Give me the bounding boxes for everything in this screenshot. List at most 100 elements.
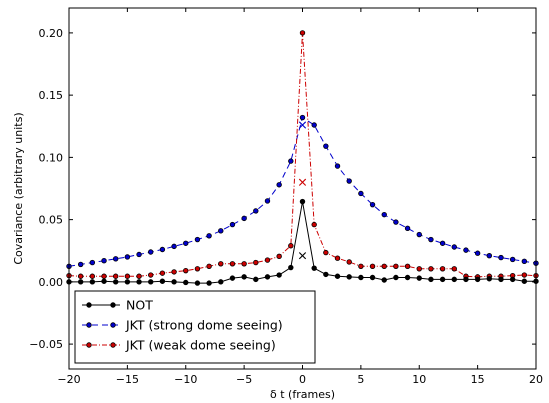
data-point <box>369 263 376 269</box>
series-jkt-strong-dome-seeing <box>66 114 539 269</box>
cross-stroke <box>298 121 307 129</box>
legend-frame <box>74 290 316 364</box>
data-point <box>101 278 107 284</box>
legend-item-jkt-weak-dome-seeing: JKT (weak dome seeing) <box>82 338 276 353</box>
data-point <box>183 279 189 286</box>
data-point <box>206 280 212 286</box>
data-point <box>428 276 434 283</box>
data-point <box>299 30 306 36</box>
data-point <box>393 263 399 269</box>
y-axis-label: Covariance (arbitrary units) <box>12 112 25 264</box>
y-tick-label: 0.10 <box>39 151 64 164</box>
data-point <box>77 261 84 268</box>
legend-swatch-marker <box>86 302 92 308</box>
x-tick-label: 5 <box>357 373 364 386</box>
data-point <box>229 221 236 228</box>
data-point <box>288 264 294 271</box>
data-point <box>311 221 317 228</box>
data-point <box>218 261 224 267</box>
y-tick-label: 0.00 <box>39 276 64 289</box>
data-point <box>206 233 212 239</box>
x-tick-label: −10 <box>174 373 197 386</box>
data-point <box>334 273 341 279</box>
cross-stroke <box>298 178 307 186</box>
y-tick-label: 0.05 <box>39 214 64 227</box>
data-point <box>474 276 481 283</box>
data-point <box>381 211 387 218</box>
series-not <box>66 198 539 286</box>
data-point <box>218 228 224 234</box>
series-jkt-weak-dome-seeing <box>66 30 539 280</box>
legend-label: NOT <box>126 298 153 313</box>
data-point <box>89 273 96 279</box>
data-point <box>136 279 142 285</box>
data-point <box>183 267 189 274</box>
data-point <box>77 279 84 285</box>
data-point <box>323 249 329 256</box>
data-point <box>393 219 399 225</box>
data-point <box>451 266 457 272</box>
data-point <box>428 266 434 272</box>
data-point <box>416 266 422 272</box>
data-point <box>264 274 271 280</box>
legend-swatch-marker <box>86 342 92 348</box>
data-point <box>299 114 306 121</box>
data-point <box>439 266 446 272</box>
data-point <box>112 273 119 279</box>
data-point <box>346 178 352 184</box>
data-point <box>521 278 528 284</box>
data-point <box>439 240 446 246</box>
data-point <box>323 143 329 149</box>
data-point <box>346 274 352 280</box>
x-tick-label: −20 <box>57 373 80 386</box>
data-point <box>369 201 376 208</box>
data-point <box>264 257 271 263</box>
legend-swatch-marker <box>110 302 116 308</box>
data-point <box>404 274 411 281</box>
x-tick-label: 10 <box>412 373 426 386</box>
x-tick-label: −5 <box>236 373 252 386</box>
data-point <box>171 279 177 285</box>
data-point <box>439 276 446 283</box>
cross-marker-not <box>298 252 307 260</box>
data-point <box>311 122 317 128</box>
data-point <box>474 250 481 256</box>
data-point <box>509 276 516 283</box>
data-point <box>381 277 387 283</box>
data-point <box>206 263 212 269</box>
data-point <box>124 279 131 285</box>
legend: NOT JKT (strong dome seeing) JKT (weak dom… <box>74 290 316 364</box>
data-point <box>194 236 201 243</box>
data-point <box>358 274 364 281</box>
data-point <box>148 249 154 255</box>
data-point <box>159 278 166 284</box>
data-point <box>451 244 457 250</box>
data-point <box>241 274 247 280</box>
data-point <box>218 279 224 285</box>
data-point <box>416 275 422 281</box>
x-tick-label: −15 <box>116 373 139 386</box>
legend-item-jkt-strong-dome-seeing: JKT (strong dome seeing) <box>82 318 283 333</box>
data-point <box>148 279 154 285</box>
data-point <box>183 240 189 246</box>
data-point <box>276 272 282 278</box>
legend-label: JKT (strong dome seeing) <box>125 318 283 333</box>
data-point <box>463 247 469 253</box>
y-tick-label: 0.15 <box>39 89 64 102</box>
data-point <box>77 273 84 279</box>
data-point <box>148 272 154 278</box>
data-point <box>509 256 516 263</box>
legend-item-not: NOT <box>82 298 153 313</box>
data-point <box>124 273 131 279</box>
data-point <box>89 279 96 285</box>
cross-marker-jkt-strong-dome-seeing <box>298 121 307 129</box>
data-point <box>369 274 376 281</box>
legend-swatch-marker <box>110 322 116 328</box>
data-point <box>159 270 166 276</box>
data-point <box>171 243 177 250</box>
data-point <box>358 263 364 269</box>
data-point <box>288 243 294 249</box>
data-point <box>299 198 306 205</box>
data-point <box>253 259 259 266</box>
cross-marker-layer <box>298 121 307 260</box>
